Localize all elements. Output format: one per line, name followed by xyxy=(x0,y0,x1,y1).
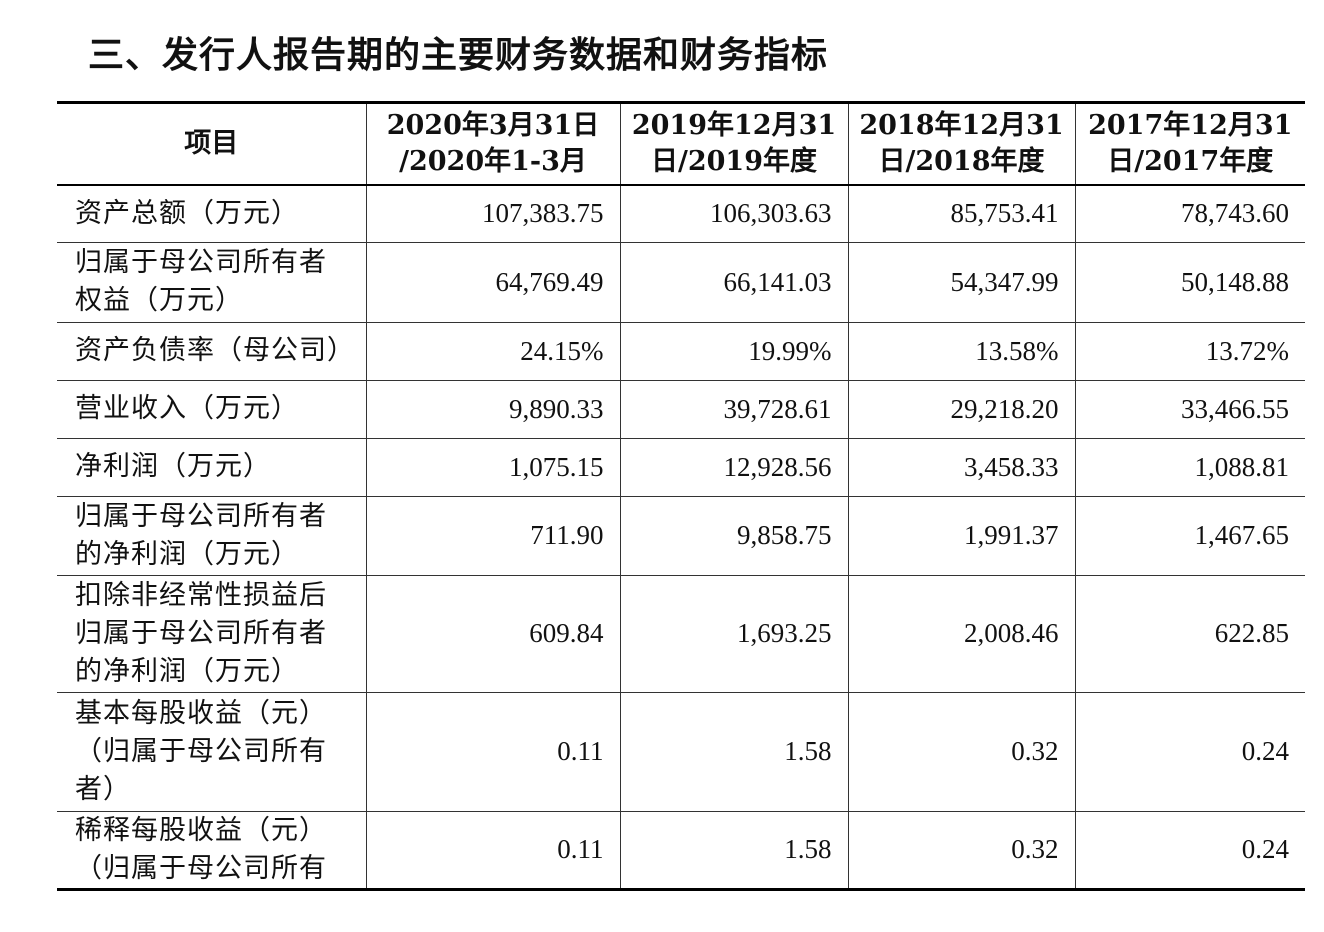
cell-value: 3,458.33 xyxy=(847,437,1076,497)
row-label-line: 营业收入（万元） xyxy=(75,393,299,424)
cell-value: 2,008.46 xyxy=(847,574,1076,693)
row-label-line: 净利润（万元） xyxy=(75,451,271,482)
cell-value: 0.11 xyxy=(365,810,621,891)
header-2019-line-2: 日/2019年度 xyxy=(650,146,817,177)
header-2018-line-1: 2018年12月31 xyxy=(859,110,1064,141)
cell-value: 85,753.41 xyxy=(847,184,1076,243)
page-title: 三、发行人报告期的主要财务数据和财务指标 xyxy=(88,35,829,76)
cell-value: 107,383.75 xyxy=(365,184,621,243)
row-label-line: （归属于母公司所有 xyxy=(75,735,327,767)
header-item-line-1: 项目 xyxy=(184,128,239,159)
cell-value: 609.84 xyxy=(365,574,621,693)
header-2018: 2018年12月31 日/2018年度 xyxy=(847,101,1076,186)
cell-value: 19.99% xyxy=(619,321,849,381)
cell-value: 78,743.60 xyxy=(1074,184,1305,243)
header-2017: 2017年12月31 日/2017年度 xyxy=(1074,101,1305,186)
cell-value: 0.32 xyxy=(847,691,1076,812)
cell-value: 0.24 xyxy=(1074,810,1305,891)
row-label-line: 归属于母公司所有者 xyxy=(75,500,327,532)
cell-value: 13.58% xyxy=(847,321,1076,381)
row-label: 资产总额（万元） xyxy=(57,184,367,243)
cell-value: 33,466.55 xyxy=(1074,379,1305,439)
header-2017-line-2: 日/2017年度 xyxy=(1107,146,1274,177)
cell-value: 1,075.15 xyxy=(365,437,621,497)
financial-data-table: 项目 2020年3月31日 /2020年1-3月 2019年12月31 日/20… xyxy=(57,101,1305,891)
table-row-total-assets: 资产总额（万元） 107,383.75 106,303.63 85,753.41… xyxy=(57,184,1305,243)
header-2020q1: 2020年3月31日 /2020年1-3月 xyxy=(365,101,621,186)
cell-value: 1,088.81 xyxy=(1074,437,1305,497)
row-label-line: 稀释每股收益（元） xyxy=(75,814,327,846)
header-item: 项目 xyxy=(57,101,367,186)
header-2017-line-1: 2017年12月31 xyxy=(1088,110,1293,141)
cell-value: 1,991.37 xyxy=(847,495,1076,576)
cell-value: 12,928.56 xyxy=(619,437,849,497)
row-label-line: 资产负债率（母公司） xyxy=(75,335,355,366)
header-2020q1-line-1: 2020年3月31日 xyxy=(386,110,600,141)
cell-value: 9,890.33 xyxy=(365,379,621,439)
cell-value: 0.11 xyxy=(365,691,621,812)
table-row-basic-eps: 基本每股收益（元） （归属于母公司所有 者） 0.11 1.58 0.32 0.… xyxy=(57,691,1305,812)
cell-value: 0.24 xyxy=(1074,691,1305,812)
row-label-line: 的净利润（万元） xyxy=(75,655,299,687)
row-label-line: （归属于母公司所有 xyxy=(75,852,327,884)
row-label: 归属于母公司所有者 的净利润（万元） xyxy=(57,495,367,576)
row-label-line: 归属于母公司所有者 xyxy=(75,247,327,278)
cell-value: 622.85 xyxy=(1074,574,1305,693)
cell-value: 1,467.65 xyxy=(1074,495,1305,576)
cell-value: 0.32 xyxy=(847,810,1076,891)
header-2018-line-2: 日/2018年度 xyxy=(878,146,1045,177)
header-2019: 2019年12月31 日/2019年度 xyxy=(619,101,849,186)
row-label-line: 者） xyxy=(75,773,131,805)
row-label: 扣除非经常性损益后 归属于母公司所有者 的净利润（万元） xyxy=(57,574,367,693)
row-label-line: 归属于母公司所有者 xyxy=(75,617,327,649)
cell-value: 9,858.75 xyxy=(619,495,849,576)
row-label: 稀释每股收益（元） （归属于母公司所有 xyxy=(57,810,367,891)
cell-value: 24.15% xyxy=(365,321,621,381)
row-label-line: 扣除非经常性损益后 xyxy=(75,579,327,611)
table-row-revenue: 营业收入（万元） 9,890.33 39,728.61 29,218.20 33… xyxy=(57,379,1305,439)
row-label: 营业收入（万元） xyxy=(57,379,367,439)
cell-value: 39,728.61 xyxy=(619,379,849,439)
table-row-debt-ratio: 资产负债率（母公司） 24.15% 19.99% 13.58% 13.72% xyxy=(57,321,1305,381)
cell-value: 66,141.03 xyxy=(619,241,849,323)
header-2019-line-1: 2019年12月31 xyxy=(631,110,837,141)
cell-value: 106,303.63 xyxy=(619,184,849,243)
cell-value: 29,218.20 xyxy=(847,379,1076,439)
cell-value: 50,148.88 xyxy=(1074,241,1305,323)
cell-value: 13.72% xyxy=(1074,321,1305,381)
cell-value: 64,769.49 xyxy=(365,241,621,323)
row-label: 归属于母公司所有者 权益（万元） xyxy=(57,241,367,323)
cell-value: 1.58 xyxy=(619,691,849,812)
cell-value: 1.58 xyxy=(619,810,849,891)
table-row-diluted-eps: 稀释每股收益（元） （归属于母公司所有 0.11 1.58 0.32 0.24 xyxy=(57,810,1305,891)
row-label-line: 的净利润（万元） xyxy=(75,538,299,570)
cell-value: 1,693.25 xyxy=(619,574,849,693)
row-label-line: 资产总额（万元） xyxy=(75,197,299,229)
cell-value: 711.90 xyxy=(365,495,621,576)
table-row-parent-equity: 归属于母公司所有者 权益（万元） 64,769.49 66,141.03 54,… xyxy=(57,241,1305,323)
table-header-row: 项目 2020年3月31日 /2020年1-3月 2019年12月31 日/20… xyxy=(57,101,1305,186)
row-label: 基本每股收益（元） （归属于母公司所有 者） xyxy=(57,691,367,812)
header-2020q1-line-2: /2020年1-3月 xyxy=(399,146,587,177)
table-row-adjusted-net-profit: 扣除非经常性损益后 归属于母公司所有者 的净利润（万元） 609.84 1,69… xyxy=(57,574,1305,693)
cell-value: 54,347.99 xyxy=(847,241,1076,323)
row-label: 净利润（万元） xyxy=(57,437,367,497)
row-label-line: 权益（万元） xyxy=(75,285,243,316)
row-label: 资产负债率（母公司） xyxy=(57,321,367,381)
table-row-parent-net-profit: 归属于母公司所有者 的净利润（万元） 711.90 9,858.75 1,991… xyxy=(57,495,1305,576)
table-row-net-profit: 净利润（万元） 1,075.15 12,928.56 3,458.33 1,08… xyxy=(57,437,1305,497)
row-label-line: 基本每股收益（元） xyxy=(75,697,327,729)
